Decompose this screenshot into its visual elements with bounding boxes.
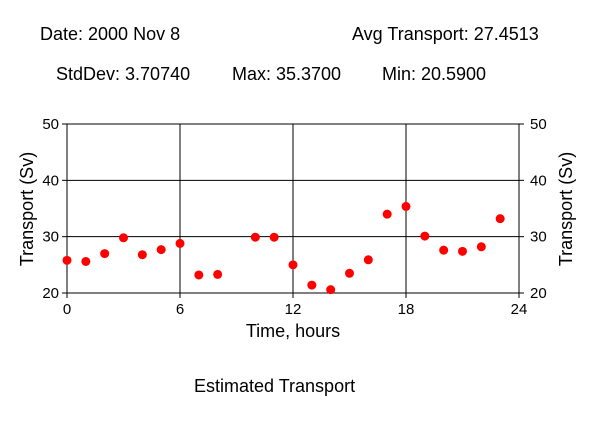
data-point [137,250,147,260]
y-tick-label-right-30: 30 [530,229,547,246]
data-point [420,231,430,241]
y-tick-label-left-40: 40 [42,172,59,189]
x-tick-label-12: 12 [285,301,302,318]
data-point [194,270,204,280]
x-axis-title: Time, hours [246,321,340,341]
chart-caption: Estimated Transport [194,376,356,396]
y-axis-title-right: Transport (Sv) [556,152,576,266]
x-tick-label-18: 18 [398,301,415,318]
y-tick-label-right-50: 50 [530,116,547,133]
avg-transport-label: Avg Transport: 27.4513 [352,24,539,44]
data-point [458,246,467,256]
data-point [288,260,298,270]
data-point [269,232,279,242]
stddev-label: StdDev: 3.70740 [56,64,191,84]
date-label: Date: 2000 Nov 8 [40,24,181,44]
data-point [250,232,260,242]
y-tick-label-left-30: 30 [42,229,59,246]
axis-ticks [62,123,524,298]
min-label: Min: 20.5900 [382,64,487,84]
max-label: Max: 35.3700 [232,64,342,84]
data-point [401,201,411,211]
data-point [119,233,128,243]
data-point [476,242,486,252]
data-point [156,245,166,255]
data-point [363,255,373,265]
y-axis-title-left: Transport (Sv) [17,152,37,266]
data-point [81,256,91,266]
data-point [307,280,317,290]
data-point [495,214,505,224]
y-tick-label-right-40: 40 [530,172,547,189]
data-point [382,209,392,219]
data-point [62,255,72,265]
y-tick-label-right-20: 20 [530,285,547,302]
data-point [100,249,110,259]
x-tick-label-24: 24 [511,301,528,318]
data-point [213,269,223,279]
x-tick-label-6: 6 [176,301,184,318]
data-point [345,268,354,278]
y-tick-label-left-20: 20 [42,285,59,302]
y-tick-label-left-50: 50 [42,116,59,133]
data-point [326,285,336,295]
data-point [175,238,185,248]
x-tick-label-0: 0 [63,301,71,318]
data-points [62,201,505,295]
data-point [439,245,449,255]
